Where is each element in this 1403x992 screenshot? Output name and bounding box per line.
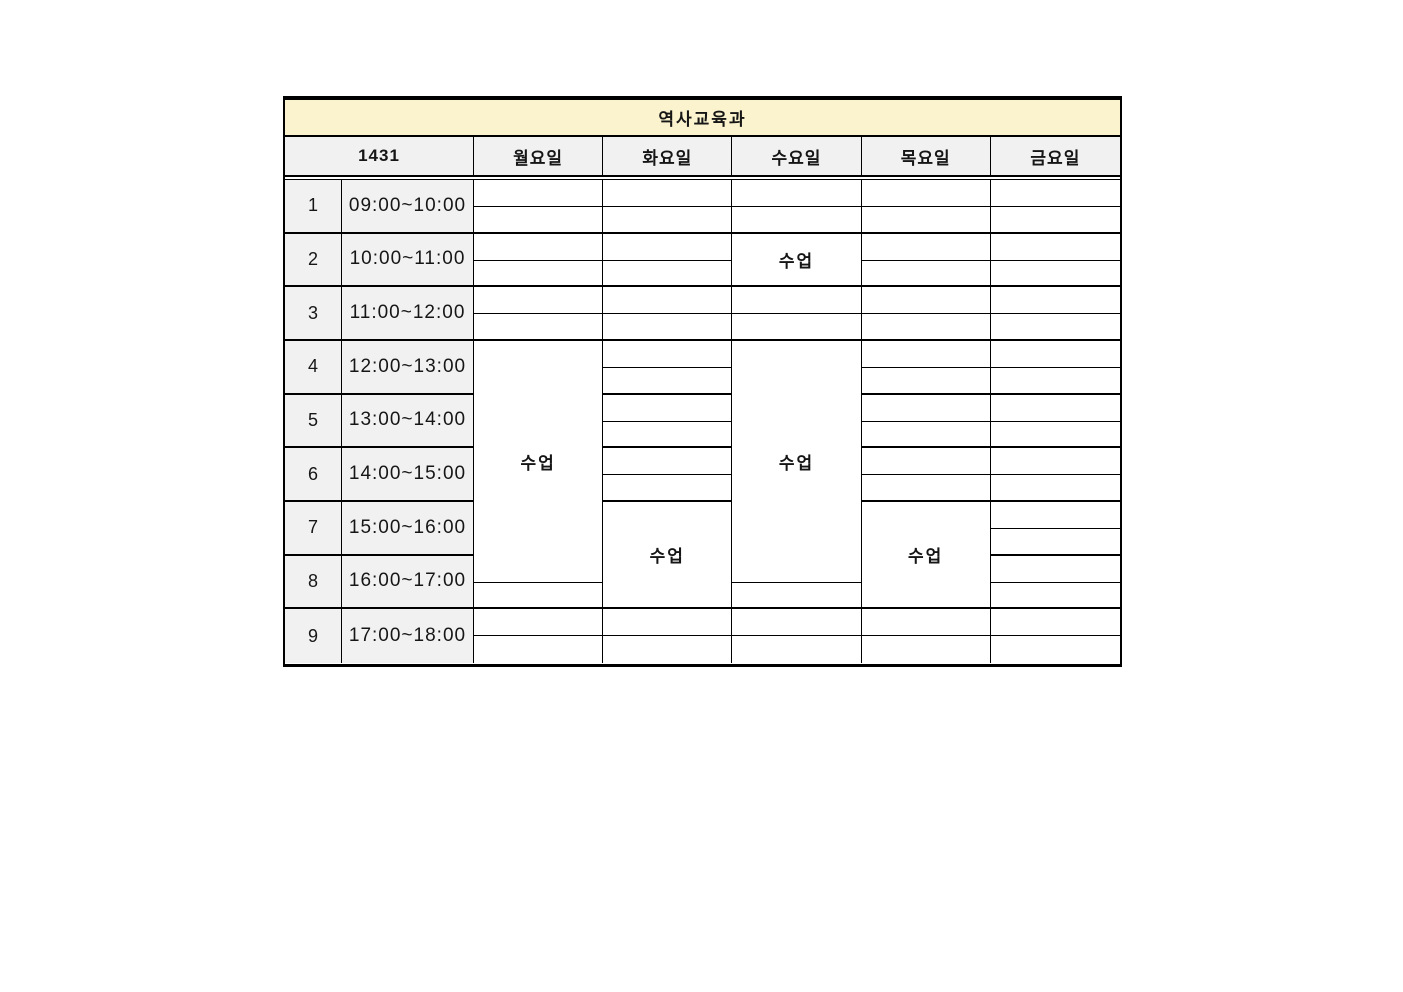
timetable-cell bbox=[990, 636, 1120, 663]
timetable-cell bbox=[990, 206, 1120, 234]
period-number: 9 bbox=[285, 609, 342, 663]
timetable-cell bbox=[861, 206, 991, 234]
period-number: 2 bbox=[285, 233, 342, 288]
timetable-cell bbox=[732, 287, 862, 315]
timetable-cell bbox=[861, 448, 991, 476]
timetable-cell bbox=[861, 609, 991, 637]
timetable-cell bbox=[474, 287, 604, 315]
timetable-cell bbox=[474, 260, 604, 288]
timetable-cell bbox=[990, 367, 1120, 395]
period-number: 7 bbox=[285, 502, 342, 556]
timetable: 역사교육과 1431 월요일 화요일 수요일 목요일 금요일 1 09:00~10… bbox=[283, 96, 1122, 667]
timetable-cell bbox=[474, 233, 604, 261]
period-time: 17:00~18:00 bbox=[342, 609, 474, 663]
class-block: 수업 bbox=[474, 341, 604, 583]
period-number: 8 bbox=[285, 555, 342, 610]
timetable-cell bbox=[603, 636, 733, 663]
timetable-cell bbox=[603, 206, 733, 234]
period-number: 4 bbox=[285, 341, 342, 395]
period-time: 15:00~16:00 bbox=[342, 502, 474, 556]
timetable-cell bbox=[603, 341, 733, 368]
timetable-cell bbox=[990, 260, 1120, 288]
timetable-cell bbox=[861, 287, 991, 315]
timetable-cell bbox=[861, 314, 991, 341]
timetable-cell bbox=[990, 555, 1120, 583]
period-time: 16:00~17:00 bbox=[342, 555, 474, 610]
body-grid: 1 09:00~10:00 2 10:00~11:00 3 11:00~12:00 4 12:… bbox=[285, 180, 1120, 663]
timetable-cell bbox=[990, 582, 1120, 610]
timetable-cell bbox=[474, 180, 604, 207]
timetable-cell bbox=[861, 367, 991, 395]
timetable-cell bbox=[603, 394, 733, 422]
period-time: 13:00~14:00 bbox=[342, 394, 474, 449]
timetable-cell bbox=[990, 475, 1120, 502]
header-day-friday: 금요일 bbox=[1030, 148, 1081, 168]
timetable-cell bbox=[861, 260, 991, 288]
class-block: 수업 bbox=[732, 341, 862, 583]
timetable-header: 1431 월요일 화요일 수요일 목요일 금요일 bbox=[285, 137, 1120, 177]
timetable-cell bbox=[861, 394, 991, 422]
header-separator-line bbox=[285, 177, 1120, 180]
timetable-cell bbox=[990, 609, 1120, 637]
timetable-cell bbox=[603, 314, 733, 341]
timetable-cell bbox=[861, 636, 991, 663]
timetable-cell bbox=[474, 609, 604, 637]
timetable-cell bbox=[603, 421, 733, 449]
header-corner-label: 1431 bbox=[285, 137, 474, 175]
period-number: 6 bbox=[285, 448, 342, 502]
timetable-cell bbox=[861, 233, 991, 261]
timetable-cell bbox=[603, 287, 733, 315]
period-time: 09:00~10:00 bbox=[342, 180, 474, 234]
timetable-cell bbox=[732, 206, 862, 234]
timetable-title: 역사교육과 bbox=[285, 100, 1120, 137]
timetable-cell bbox=[990, 448, 1120, 476]
period-number: 1 bbox=[285, 180, 342, 234]
timetable-cell bbox=[990, 180, 1120, 207]
period-time: 14:00~15:00 bbox=[342, 448, 474, 502]
timetable-cell bbox=[990, 528, 1120, 556]
timetable-cell bbox=[990, 233, 1120, 261]
period-time: 10:00~11:00 bbox=[342, 233, 474, 288]
class-block: 수업 bbox=[732, 233, 862, 288]
timetable-cell bbox=[861, 475, 991, 502]
timetable-cell bbox=[474, 582, 604, 610]
period-number: 5 bbox=[285, 394, 342, 449]
timetable-cell bbox=[474, 636, 604, 663]
period-number: 3 bbox=[285, 287, 342, 341]
timetable-cell bbox=[861, 341, 991, 368]
timetable-cell bbox=[990, 502, 1120, 529]
period-time: 11:00~12:00 bbox=[342, 287, 474, 341]
timetable-cell bbox=[732, 582, 862, 610]
timetable-cell bbox=[990, 421, 1120, 449]
timetable-cell bbox=[732, 609, 862, 637]
timetable-cell bbox=[603, 260, 733, 288]
header-day-wednesday: 수요일 bbox=[732, 137, 862, 175]
timetable-cell bbox=[603, 609, 733, 637]
header-day-tuesday: 화요일 bbox=[603, 137, 733, 175]
header-day-thursday: 목요일 bbox=[862, 137, 991, 175]
timetable-cell bbox=[474, 314, 604, 341]
timetable-cell bbox=[990, 341, 1120, 368]
timetable-cell bbox=[861, 180, 991, 207]
header-day-monday: 월요일 bbox=[474, 137, 604, 175]
timetable-cell bbox=[603, 180, 733, 207]
period-time: 12:00~13:00 bbox=[342, 341, 474, 395]
class-block: 수업 bbox=[861, 502, 991, 610]
timetable-cell bbox=[990, 314, 1120, 341]
timetable-cell bbox=[990, 287, 1120, 315]
timetable-cell bbox=[732, 180, 862, 207]
timetable-cell bbox=[474, 206, 604, 234]
class-block: 수업 bbox=[603, 502, 733, 610]
timetable-cell bbox=[861, 421, 991, 449]
timetable-cell bbox=[603, 233, 733, 261]
timetable-cell bbox=[732, 636, 862, 663]
timetable-cell bbox=[990, 394, 1120, 422]
timetable-cell bbox=[603, 367, 733, 395]
timetable-cell bbox=[603, 448, 733, 476]
timetable-cell bbox=[732, 314, 862, 341]
timetable-cell bbox=[603, 475, 733, 502]
